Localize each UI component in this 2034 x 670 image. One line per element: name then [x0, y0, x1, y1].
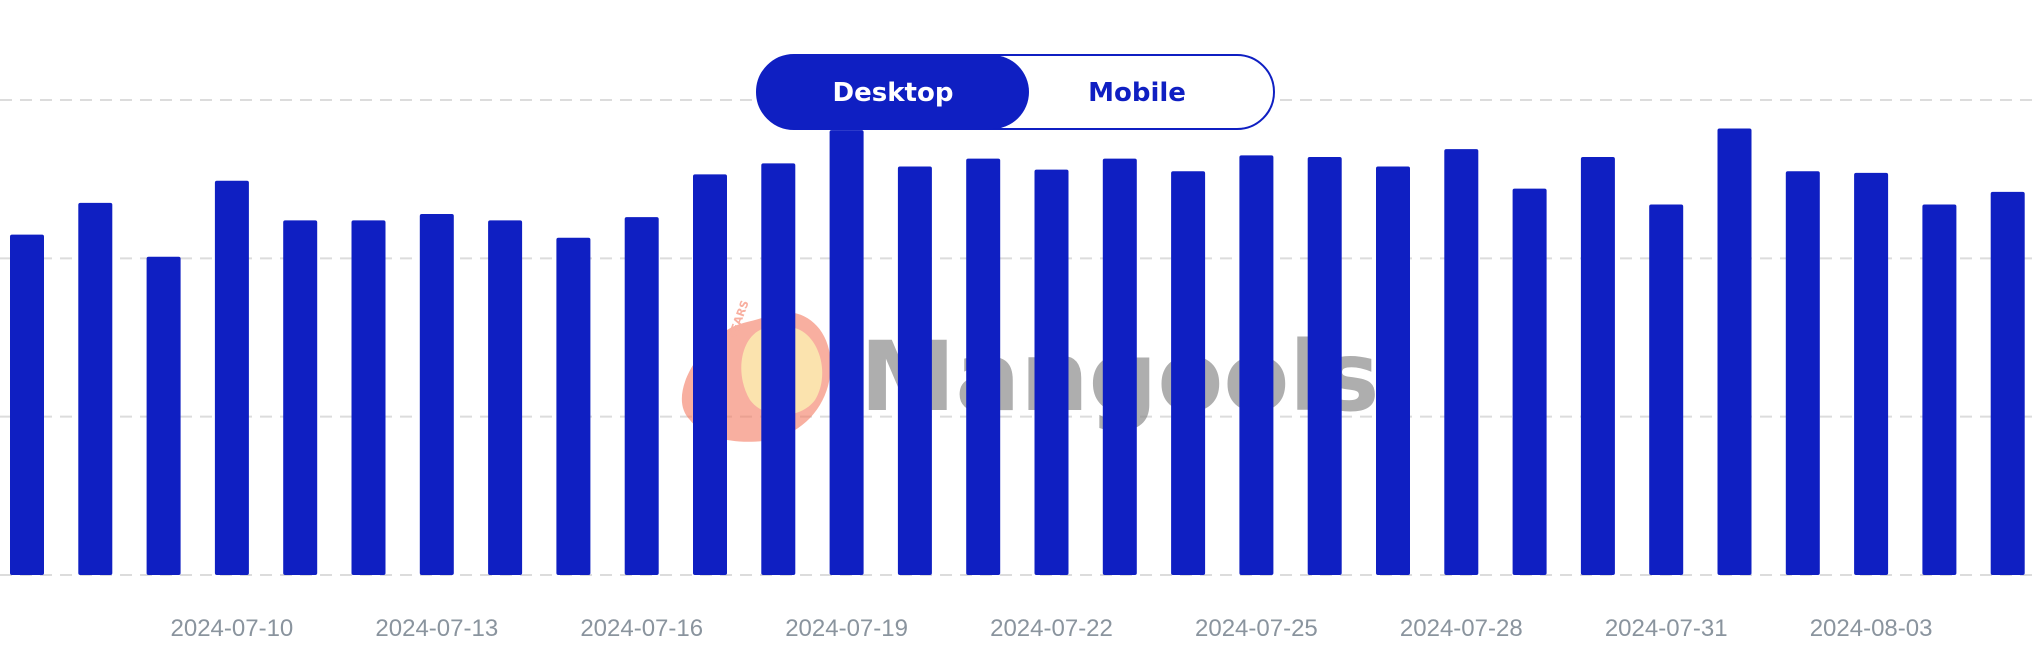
toggle-mobile-label[interactable]: Mobile [1088, 78, 1186, 108]
bar-2024-07-22[interactable] [1034, 169, 1069, 575]
bar-2024-07-28[interactable] [1444, 149, 1479, 576]
bar-2024-07-16[interactable] [624, 217, 659, 575]
x-tick-label: 2024-07-28 [1400, 615, 1523, 642]
bar-2024-07-30[interactable] [1580, 157, 1615, 575]
toggle-option-mobile[interactable]: Mobile [1029, 55, 1274, 129]
bar-2024-07-29[interactable] [1512, 188, 1547, 575]
bar-2024-07-20[interactable] [897, 166, 932, 576]
x-tick-label: 2024-07-16 [580, 615, 703, 642]
bar-2024-07-09[interactable] [146, 256, 181, 575]
toggle-option-desktop[interactable]: Desktop [757, 55, 1029, 129]
bar-series [10, 128, 2025, 576]
x-axis-tick-labels: 2024-07-10 2024-07-13 2024-07-16 2024-07-19… [171, 615, 1933, 642]
x-tick-label: 2024-07-19 [785, 615, 908, 642]
bar-2024-07-23[interactable] [1102, 158, 1137, 576]
bar-2024-08-02[interactable] [1785, 171, 1820, 575]
x-tick-label: 2024-07-31 [1605, 615, 1728, 642]
bar-2024-07-31[interactable] [1649, 204, 1684, 576]
bar-2024-07-17[interactable] [693, 174, 727, 575]
bar-2024-07-21[interactable] [966, 158, 1001, 576]
bar-2024-08-03[interactable] [1854, 172, 1889, 576]
bar-2024-07-27[interactable] [1376, 166, 1410, 576]
bar-2024-07-15[interactable] [556, 237, 591, 575]
toggle-desktop-label[interactable]: Desktop [833, 78, 954, 108]
bar-2024-08-05[interactable] [1990, 191, 2025, 576]
bar-2024-07-13[interactable] [419, 214, 454, 575]
x-tick-label: 2024-07-13 [375, 615, 498, 642]
toggle-active-pill [757, 55, 1029, 129]
x-tick-label: 2024-07-22 [990, 615, 1113, 642]
x-tick-label: 2024-08-03 [1810, 615, 1933, 642]
bar-2024-07-18[interactable] [761, 163, 796, 576]
bar-2024-07-14[interactable] [488, 220, 523, 576]
x-tick-label: 2024-07-10 [171, 615, 294, 642]
device-toggle[interactable]: Desktop Mobile [756, 54, 1275, 130]
bar-2024-07-19[interactable] [829, 130, 864, 576]
bar-2024-07-26[interactable] [1307, 157, 1342, 575]
bar-2024-07-24[interactable] [1171, 171, 1206, 575]
bar-2024-07-11[interactable] [283, 220, 318, 576]
bar-2024-07-10[interactable] [214, 180, 249, 575]
bar-2024-07-12[interactable] [351, 220, 386, 576]
x-tick-label: 2024-07-25 [1195, 615, 1318, 642]
bar-2024-07-08[interactable] [78, 202, 113, 575]
bar-2024-07-25[interactable] [1239, 155, 1274, 575]
bar-2024-08-04[interactable] [1922, 204, 1957, 576]
bar-2024-07-07[interactable] [10, 234, 44, 576]
bar-2024-08-01[interactable] [1717, 128, 1752, 576]
